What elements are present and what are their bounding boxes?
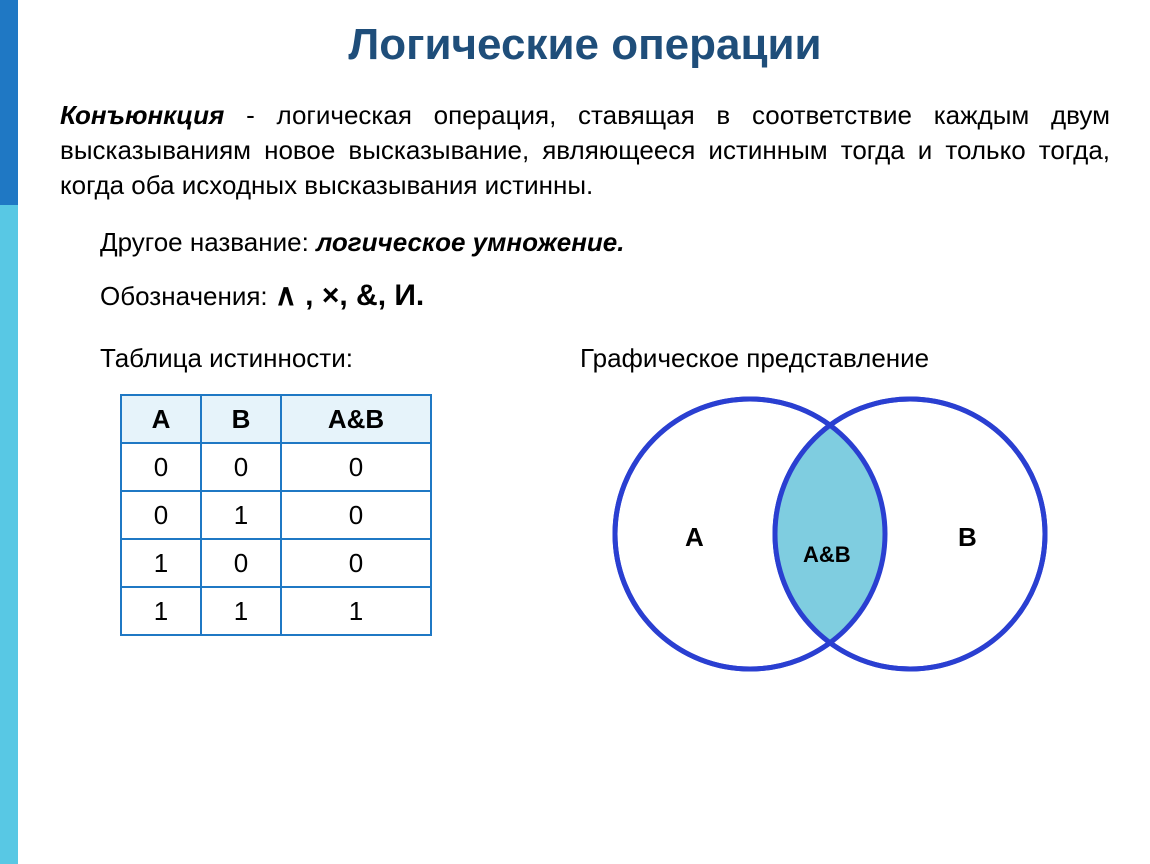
venn-svg <box>580 384 1080 694</box>
notation-line: Обозначения: ∧ , ×, &, И. <box>100 278 1110 313</box>
cell: 1 <box>281 587 431 635</box>
cell: 0 <box>281 443 431 491</box>
table-row: 0 1 0 <box>121 491 431 539</box>
sidebar-accent-bottom <box>0 205 18 864</box>
alt-name-label: Другое название: <box>100 227 316 257</box>
slide-content: Логические операции Конъюнкция - логичес… <box>60 20 1110 694</box>
definition-paragraph: Конъюнкция - логическая операция, ставящ… <box>60 98 1110 203</box>
definition-term: Конъюнкция <box>60 100 224 130</box>
venn-diagram: A B A&B <box>580 394 1080 694</box>
venn-label-a: A <box>685 522 704 553</box>
cell: 0 <box>201 539 281 587</box>
table-header-row: А В A&B <box>121 395 431 443</box>
lower-row: А В A&B 0 0 0 0 1 0 <box>60 394 1110 694</box>
cell: 0 <box>121 443 201 491</box>
sidebar-accent-top <box>0 0 18 205</box>
notation-symbols: ∧ , ×, &, И. <box>275 279 424 312</box>
cell: 1 <box>121 587 201 635</box>
table-row: 1 0 0 <box>121 539 431 587</box>
alt-name-line: Другое название: логическое умножение. <box>100 227 1110 258</box>
venn-label-b: B <box>958 522 977 553</box>
cell: 0 <box>281 539 431 587</box>
cell: 1 <box>201 587 281 635</box>
col-header-a: А <box>121 395 201 443</box>
cell: 1 <box>121 539 201 587</box>
venn-heading: Графическое представление <box>580 343 929 374</box>
table-row: 1 1 1 <box>121 587 431 635</box>
alt-name-value: логическое умножение. <box>316 227 624 257</box>
cell: 0 <box>281 491 431 539</box>
cell: 0 <box>201 443 281 491</box>
truth-table-heading: Таблица истинности: <box>100 343 580 374</box>
col-header-result: A&B <box>281 395 431 443</box>
table-row: 0 0 0 <box>121 443 431 491</box>
notation-label: Обозначения: <box>100 281 275 311</box>
truth-table: А В A&B 0 0 0 0 1 0 <box>120 394 432 636</box>
page-title: Логические операции <box>60 20 1110 70</box>
truth-table-wrap: А В A&B 0 0 0 0 1 0 <box>120 394 580 636</box>
cell: 1 <box>201 491 281 539</box>
col-header-b: В <box>201 395 281 443</box>
venn-label-intersection: A&B <box>803 542 851 568</box>
cell: 0 <box>121 491 201 539</box>
section-headers-row: Таблица истинности: Графическое представ… <box>60 343 1110 374</box>
